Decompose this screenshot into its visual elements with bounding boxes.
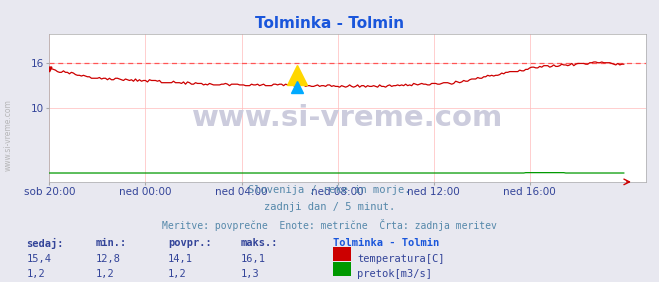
Text: www.si-vreme.com: www.si-vreme.com	[3, 100, 13, 171]
Text: 15,4: 15,4	[26, 254, 51, 264]
Text: 1,2: 1,2	[168, 269, 186, 279]
Text: temperatura[C]: temperatura[C]	[357, 254, 445, 264]
Text: 1,3: 1,3	[241, 269, 259, 279]
Text: 1,2: 1,2	[96, 269, 114, 279]
Text: 16,1: 16,1	[241, 254, 266, 264]
Text: 1,2: 1,2	[26, 269, 45, 279]
Text: povpr.:: povpr.:	[168, 238, 212, 248]
Text: Tolminka - Tolmin: Tolminka - Tolmin	[333, 238, 439, 248]
Text: zadnji dan / 5 minut.: zadnji dan / 5 minut.	[264, 202, 395, 212]
Text: maks.:: maks.:	[241, 238, 278, 248]
Text: Meritve: povprečne  Enote: metrične  Črta: zadnja meritev: Meritve: povprečne Enote: metrične Črta:…	[162, 219, 497, 231]
Text: Slovenija / reke in morje.: Slovenija / reke in morje.	[248, 185, 411, 195]
Text: 12,8: 12,8	[96, 254, 121, 264]
Text: pretok[m3/s]: pretok[m3/s]	[357, 269, 432, 279]
Text: Tolminka - Tolmin: Tolminka - Tolmin	[255, 16, 404, 30]
Text: 14,1: 14,1	[168, 254, 193, 264]
Text: sedaj:: sedaj:	[26, 238, 64, 249]
Text: min.:: min.:	[96, 238, 127, 248]
Text: www.si-vreme.com: www.si-vreme.com	[192, 104, 503, 132]
